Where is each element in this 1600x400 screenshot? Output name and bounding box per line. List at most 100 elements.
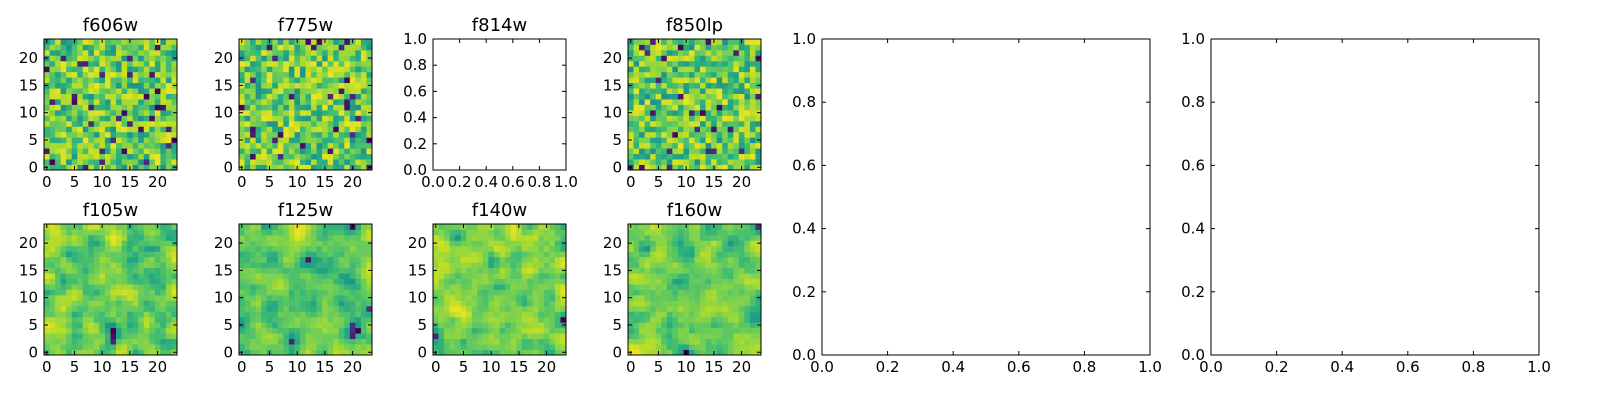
heatmap-cell [538, 234, 545, 241]
heatmap-cell [66, 294, 73, 301]
heatmap-cell [266, 289, 273, 296]
heatmap-cell [316, 104, 323, 111]
heatmap-cell [127, 327, 134, 334]
heatmap-cell [727, 224, 734, 230]
x-tick-label: 0.4 [474, 173, 498, 191]
heatmap-cell [299, 137, 306, 144]
heatmap-cell [294, 99, 301, 105]
heatmap-cell [311, 245, 317, 252]
heatmap-cell [327, 126, 334, 133]
heatmap-cell [132, 224, 139, 230]
heatmap-cell [93, 142, 100, 149]
heatmap-cell [99, 49, 106, 56]
heatmap-cell [294, 115, 301, 122]
heatmap-cell [60, 224, 67, 230]
heatmap-cell [165, 234, 172, 241]
heatmap-cell [688, 300, 695, 307]
heatmap-cell [672, 344, 679, 350]
heatmap-cell [44, 300, 50, 307]
heatmap-cell [138, 49, 145, 56]
heatmap-cell [633, 60, 640, 67]
heatmap-cell [677, 294, 684, 301]
y-tick-label: 0 [612, 158, 622, 176]
heatmap-cell [532, 273, 539, 279]
heatmap-cell [449, 294, 456, 301]
heatmap-cell [672, 88, 679, 94]
heatmap-cell [154, 109, 161, 116]
heatmap-cell [333, 349, 340, 356]
heatmap-cell [722, 245, 729, 252]
heatmap-cell [99, 142, 106, 149]
heatmap-cell [716, 338, 723, 345]
heatmap-cell [677, 131, 684, 138]
heatmap-cell [255, 49, 262, 56]
heatmap-cell [160, 104, 167, 111]
x-tick-label: 0.6 [501, 173, 525, 191]
heatmap-cell [733, 131, 740, 138]
heatmap-cell [127, 137, 134, 144]
heatmap-cell [154, 300, 161, 307]
heatmap-cell [705, 240, 712, 247]
heatmap-cell [705, 311, 712, 318]
heatmap-cell [666, 311, 673, 318]
heatmap-cell [327, 120, 334, 127]
heatmap-cell [149, 120, 156, 127]
heatmap-cell [255, 344, 262, 350]
heatmap-cell [560, 338, 567, 345]
heatmap-cell [132, 164, 139, 171]
heatmap-cell [283, 115, 290, 122]
heatmap-cell [344, 338, 351, 345]
heatmap-cell [283, 224, 290, 230]
heatmap-cell [672, 71, 679, 78]
heatmap-cell [355, 82, 362, 89]
heatmap-cell [283, 66, 290, 73]
heatmap-cell [744, 49, 751, 56]
heatmap-cell [727, 273, 734, 279]
heatmap-cell [460, 251, 467, 258]
heatmap-cell [655, 333, 662, 340]
x-tick-label: 15 [509, 358, 528, 376]
heatmap-cell [266, 99, 273, 105]
heatmap-cell [755, 148, 762, 155]
heatmap-cell [716, 256, 723, 263]
heatmap-cell [543, 338, 550, 345]
heatmap-cell [138, 327, 145, 334]
heatmap-cell [283, 153, 290, 160]
heatmap-cell [683, 305, 690, 312]
heatmap-cell [160, 278, 167, 285]
heatmap-cell [88, 115, 95, 122]
heatmap-cell [110, 256, 117, 263]
heatmap-cell [488, 333, 495, 340]
heatmap-cell [283, 267, 290, 274]
heatmap-cell [322, 159, 329, 165]
heatmap-cell [82, 305, 89, 312]
heatmap-cell [333, 240, 340, 247]
heatmap-cell [154, 278, 161, 285]
heatmap-cell [149, 262, 156, 269]
heatmap-cell [299, 316, 306, 323]
heatmap-cell [722, 322, 729, 329]
heatmap-cell [316, 338, 323, 345]
heatmap-cell [628, 344, 634, 350]
heatmap-cell [244, 240, 251, 247]
heatmap-cell [250, 273, 257, 279]
heatmap-cell [244, 148, 251, 155]
heatmap-cell [628, 262, 634, 269]
heatmap-cell [327, 99, 334, 105]
heatmap-cell [44, 77, 50, 84]
heatmap-cell [338, 55, 345, 62]
heatmap-cell [516, 262, 523, 269]
heatmap-cell [299, 126, 306, 133]
heatmap-cell [683, 93, 690, 100]
heatmap-cell [110, 333, 117, 340]
heatmap-cell [733, 284, 740, 290]
heatmap-cell [438, 273, 445, 279]
heatmap-cell [700, 49, 706, 56]
heatmap-cell [316, 164, 323, 171]
heatmap-cell [322, 333, 329, 340]
heatmap-cell [554, 289, 561, 296]
heatmap-cell [138, 251, 145, 258]
heatmap-cell [288, 229, 295, 236]
heatmap-cell [44, 120, 50, 127]
heatmap-cell [132, 131, 139, 138]
